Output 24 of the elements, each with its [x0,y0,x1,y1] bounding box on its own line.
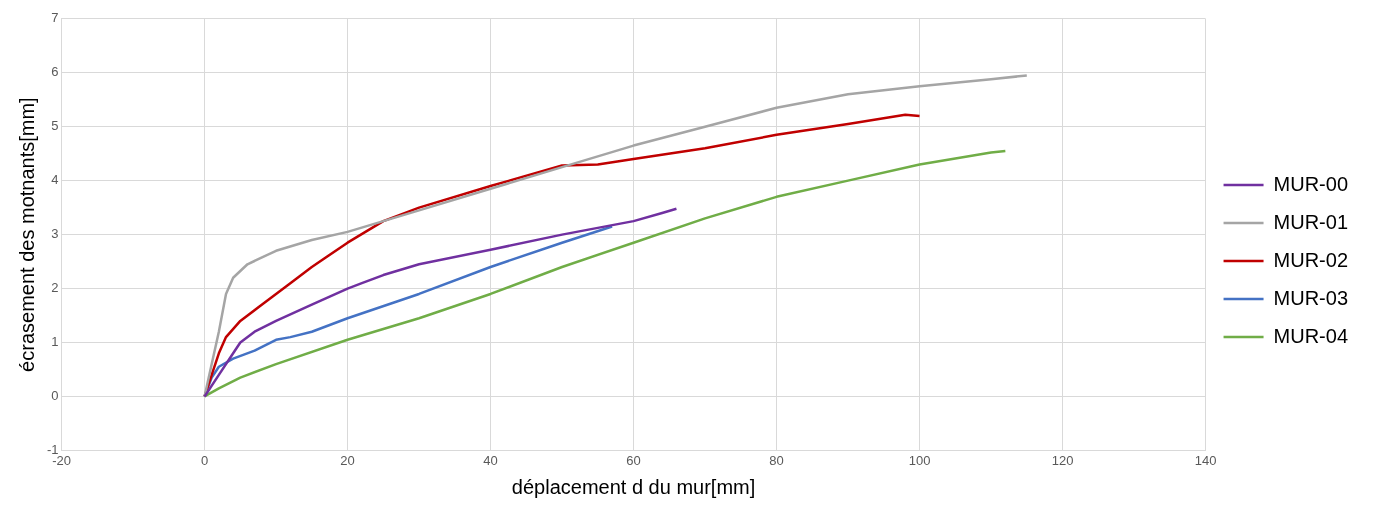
x-tick-label: 100 [908,452,931,468]
x-tick-label: 60 [626,452,641,468]
legend-label: MUR-04 [1273,324,1348,347]
y-tick-label: 7 [51,10,59,26]
x-tick-label: 140 [1194,452,1217,468]
y-tick-label: 3 [51,226,59,242]
y-tick-label: 0 [51,388,59,404]
x-tick-label: 120 [1051,452,1074,468]
y-tick-label: -1 [47,441,59,457]
legend-label: MUR-00 [1273,172,1348,195]
x-tick-label: 40 [483,452,498,468]
y-tick-label: 6 [51,64,59,80]
y-tick-label: 4 [51,172,59,188]
legend-label: MUR-01 [1273,210,1348,233]
x-axis-title: déplacement d du mur[mm] [511,475,756,498]
y-tick-label: 5 [51,118,59,134]
y-axis-title: écrasement des motnants[mm] [15,97,38,372]
y-tick-label: 2 [51,280,59,296]
legend-label: MUR-02 [1273,248,1348,271]
legend-label: MUR-03 [1273,286,1348,309]
x-tick-label: 80 [769,452,784,468]
x-tick-label: 20 [340,452,355,468]
x-tick-label: 0 [200,452,209,468]
y-tick-label: 1 [51,334,59,350]
